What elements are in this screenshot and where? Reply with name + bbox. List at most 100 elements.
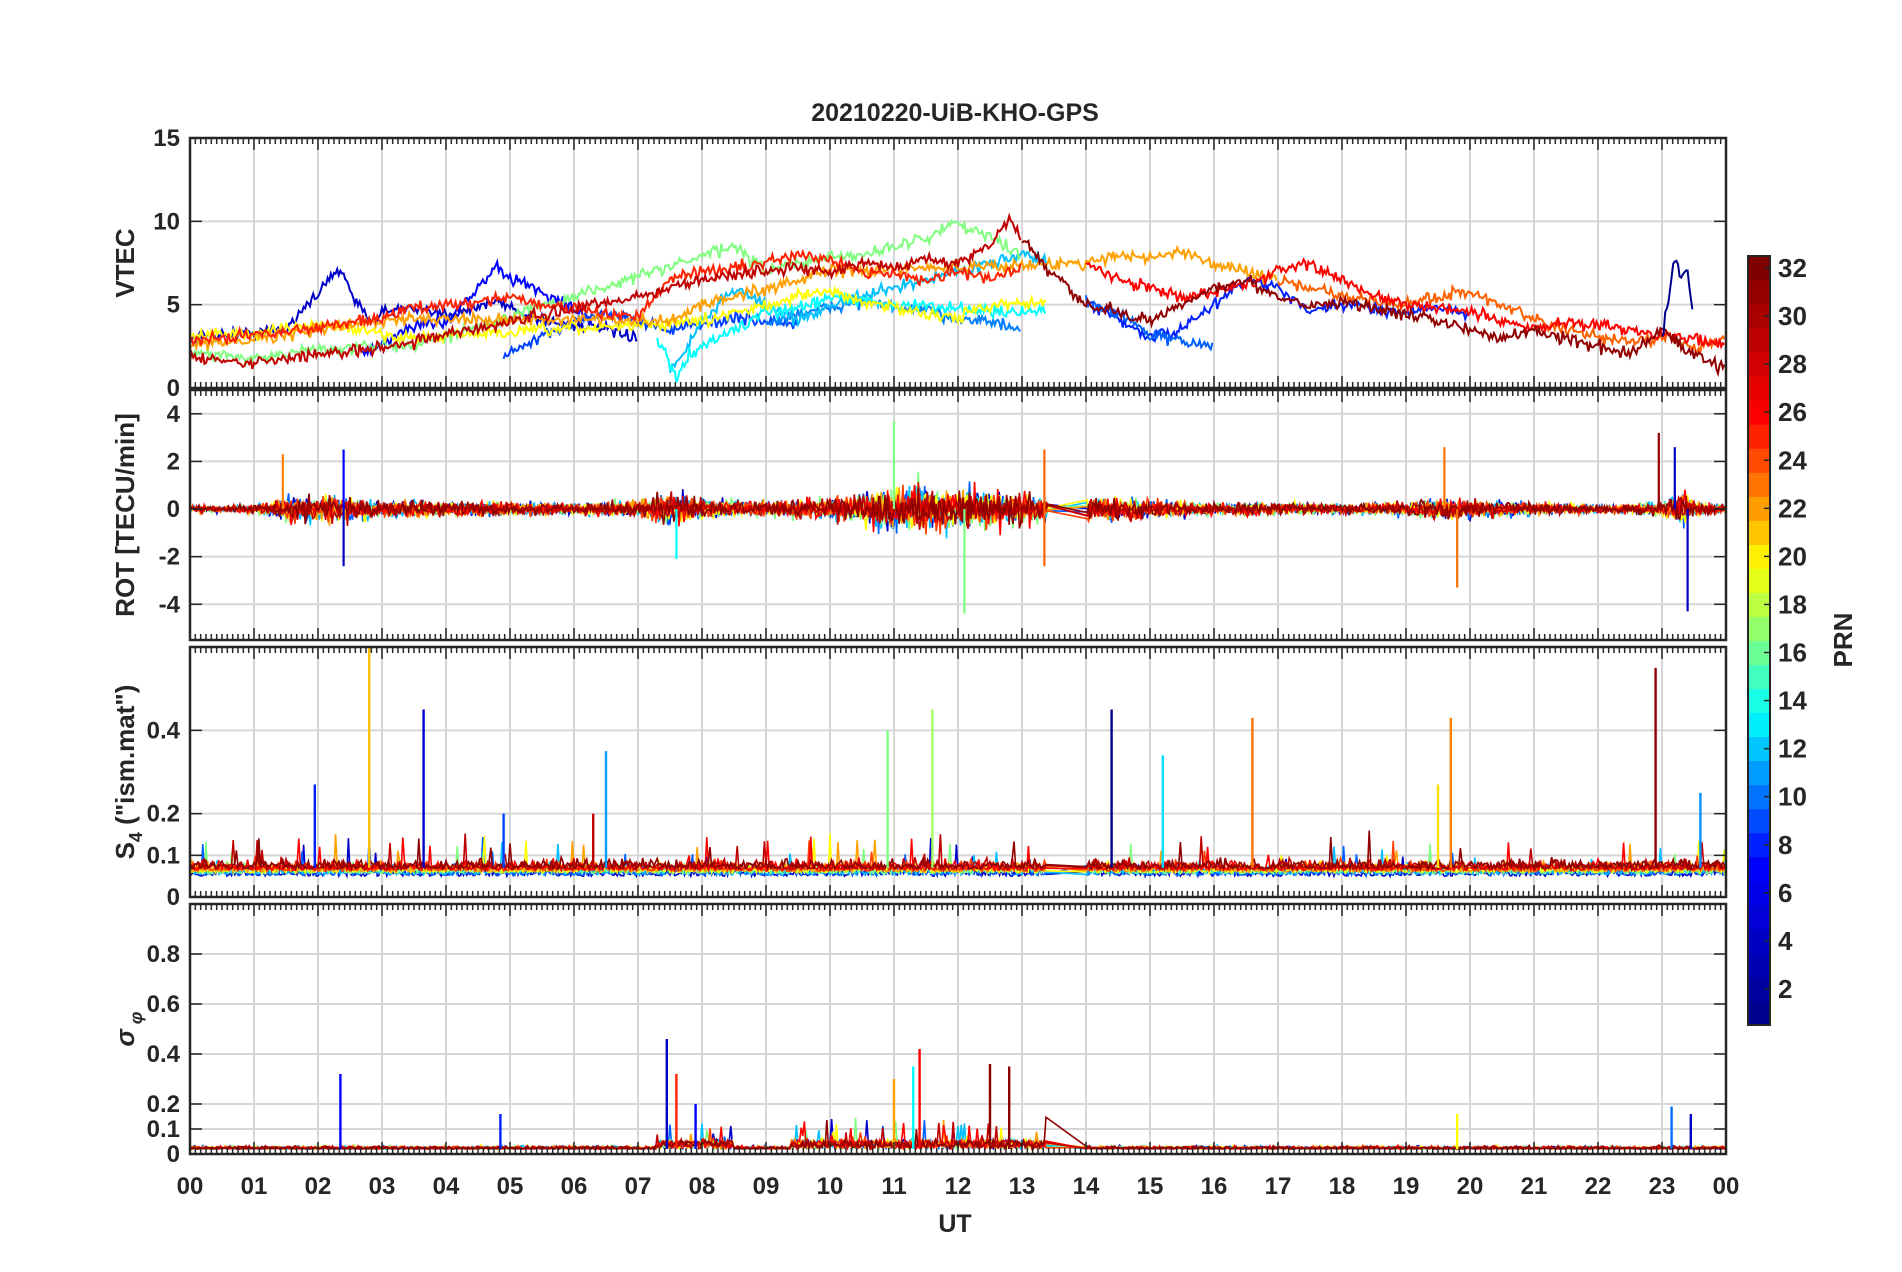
colorbar-bin bbox=[1748, 568, 1770, 593]
y-axis-label: S4 ("ism.mat") bbox=[110, 685, 146, 860]
series-line-prn-1 bbox=[1661, 259, 1694, 338]
y-tick-label: 5 bbox=[167, 292, 180, 319]
x-tick-label: 19 bbox=[1393, 1173, 1420, 1200]
colorbar-tick-label: 16 bbox=[1778, 638, 1807, 668]
colorbar-tick-label: 12 bbox=[1778, 734, 1807, 764]
colorbar-tick-label: 8 bbox=[1778, 830, 1792, 860]
colorbar-bin bbox=[1748, 976, 1770, 1002]
series-line-prn-3 bbox=[361, 258, 593, 358]
y-tick-label: 0.4 bbox=[147, 1041, 181, 1068]
y-tick-label: 4 bbox=[167, 401, 181, 428]
colorbar-bin bbox=[1748, 616, 1770, 641]
series-group bbox=[190, 647, 1726, 880]
colorbar-bin bbox=[1748, 712, 1770, 738]
x-tick-label: 04 bbox=[433, 1173, 460, 1200]
colorbar-bin bbox=[1748, 808, 1770, 834]
series-line-prn-30 bbox=[190, 212, 1022, 370]
series-line-prn-27 bbox=[190, 248, 1022, 347]
figure-title: 20210220-UiB-KHO-GPS bbox=[811, 99, 1099, 127]
x-tick-labels: 00 01 02 03 04 05 06 07 08 09 10 11 12 13 14 15 16 17 18 19… bbox=[177, 1173, 1740, 1200]
panel-sigma_phi: 00.10.2 0.4 0.6 0.8 σ φ bbox=[110, 902, 1728, 1168]
colorbar-bin bbox=[1748, 760, 1770, 786]
series-line-prn-12 bbox=[669, 250, 1047, 374]
colorbar-tick-label: 28 bbox=[1778, 349, 1807, 379]
y-axis-label: VTEC bbox=[110, 228, 140, 298]
colorbar-bin bbox=[1748, 832, 1770, 858]
x-axis-label: UT bbox=[938, 1210, 971, 1238]
x-tick-label: 06 bbox=[561, 1173, 588, 1200]
x-tick-label: 08 bbox=[689, 1173, 716, 1200]
y-axis-label: σ φ bbox=[110, 1011, 146, 1046]
colorbar-bin bbox=[1748, 376, 1770, 401]
panel-S4: 0 0.1 0.2 0.4S4 ("ism.mat") bbox=[110, 645, 1728, 911]
colorbar-bin bbox=[1748, 904, 1770, 930]
colorbar-bin bbox=[1748, 400, 1770, 425]
x-tick-label: 12 bbox=[945, 1173, 972, 1200]
colorbar-tick-label: 14 bbox=[1778, 686, 1807, 716]
x-tick-label: 11 bbox=[881, 1173, 906, 1200]
y-tick-label: 0.6 bbox=[147, 991, 180, 1018]
colorbar-bin bbox=[1748, 592, 1770, 617]
series-group bbox=[190, 212, 1726, 383]
y-tick-label: 0.1 bbox=[147, 1116, 180, 1143]
series-line-prn-31 bbox=[1021, 239, 1726, 378]
noise-line bbox=[190, 1115, 1726, 1152]
x-tick-label: 20 bbox=[1457, 1173, 1484, 1200]
rot-noise-line bbox=[190, 490, 1726, 530]
series-group bbox=[190, 420, 1726, 614]
x-tick-label: 02 bbox=[305, 1173, 332, 1200]
colorbar-tick-label: 4 bbox=[1778, 926, 1793, 956]
colorbar-bin bbox=[1748, 1000, 1770, 1026]
x-tick-label: 00 bbox=[1713, 1173, 1740, 1200]
y-tick-label: 0 bbox=[167, 375, 180, 402]
noise-line bbox=[190, 830, 1726, 872]
colorbar-label: PRN bbox=[1828, 613, 1858, 668]
colorbar-tick-label: 18 bbox=[1778, 589, 1807, 619]
colorbar-bin bbox=[1748, 928, 1770, 954]
series-line-prn-25 bbox=[1277, 273, 1726, 356]
x-tick-label: 23 bbox=[1649, 1173, 1676, 1200]
colorbar-box bbox=[1747, 255, 1771, 1026]
y-tick-label: 0.2 bbox=[147, 801, 180, 828]
colorbar-bin bbox=[1748, 448, 1770, 473]
y-tick-label: 0.8 bbox=[147, 941, 180, 968]
colorbar-tick-label: 32 bbox=[1778, 253, 1807, 283]
y-tick-label: 15 bbox=[153, 125, 180, 152]
x-tick-label: 09 bbox=[753, 1173, 780, 1200]
colorbar-tick-label: 30 bbox=[1778, 301, 1807, 331]
x-tick-label: 22 bbox=[1585, 1173, 1612, 1200]
colorbar-bin bbox=[1748, 736, 1770, 762]
colorbar-tick-label: 20 bbox=[1778, 541, 1807, 571]
colorbar-bin bbox=[1748, 424, 1770, 449]
colorbar-bin bbox=[1748, 640, 1770, 666]
colorbar-bin bbox=[1748, 280, 1770, 305]
colorbar-bin bbox=[1748, 544, 1770, 569]
y-tick-label: -2 bbox=[159, 544, 180, 571]
y-axis-label: ROT [TECU/min] bbox=[110, 413, 140, 617]
colorbar-bin bbox=[1748, 784, 1770, 810]
x-tick-label: 15 bbox=[1137, 1173, 1164, 1200]
x-tick-label: 07 bbox=[625, 1173, 652, 1200]
x-tick-label: 13 bbox=[1009, 1173, 1036, 1200]
rot-noise-line bbox=[190, 487, 1726, 529]
x-tick-label: 21 bbox=[1521, 1173, 1548, 1200]
colorbar-tick-label: 10 bbox=[1778, 782, 1807, 812]
y-tick-label: 0 bbox=[167, 884, 180, 911]
y-tick-label: 0.2 bbox=[147, 1091, 180, 1118]
x-tick-label: 16 bbox=[1201, 1173, 1228, 1200]
colorbar-tick-label: 24 bbox=[1778, 445, 1807, 475]
panel-ROT: -4 -2 0 2 4 ROT [TECU/min] bbox=[110, 388, 1728, 642]
noise-line bbox=[190, 1121, 1726, 1152]
colorbar-bin bbox=[1748, 664, 1770, 690]
colorbar-bin bbox=[1748, 520, 1770, 545]
colorbar-tick-label: 22 bbox=[1778, 493, 1807, 523]
colorbar-bin bbox=[1748, 304, 1770, 329]
x-tick-label: 14 bbox=[1073, 1173, 1100, 1200]
colorbar-bin bbox=[1748, 496, 1770, 521]
colorbar-bin bbox=[1748, 352, 1770, 377]
colorbar-bin bbox=[1748, 856, 1770, 882]
colorbar-bin bbox=[1748, 952, 1770, 978]
